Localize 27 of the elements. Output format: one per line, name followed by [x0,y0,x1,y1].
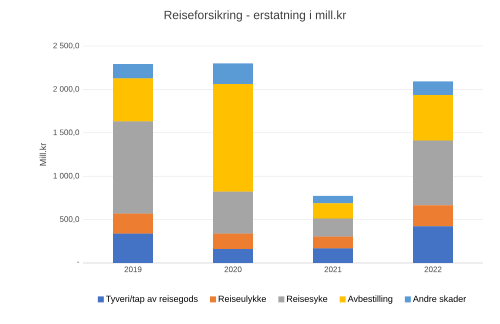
bar [413,81,453,96]
bar [413,205,453,226]
bar [413,140,453,206]
bar [313,196,353,204]
bar [413,95,453,140]
bar [313,248,353,263]
chart-title: Reiseforsikring - erstatning i mill.kr [164,10,346,22]
legend-label: Andre skader [412,295,466,302]
legend-label: Reisesyke [287,295,328,304]
bar [413,226,453,263]
bar [213,248,253,263]
bar [213,192,253,234]
bar [213,63,253,84]
bar [213,234,253,249]
bar [113,121,153,214]
legend-label: Reiseulykke [218,295,266,304]
bar [113,78,153,122]
legend-label: Avbestilling [348,295,392,304]
bar [313,203,353,219]
y-axis-title: Mill.kr [40,142,46,166]
legend-label: Tyveri/tap av reisegods [106,295,198,304]
bar [213,84,253,192]
bar [113,214,153,234]
bar [113,64,153,78]
bar [113,234,153,263]
bar [313,236,353,248]
bar [313,218,353,237]
